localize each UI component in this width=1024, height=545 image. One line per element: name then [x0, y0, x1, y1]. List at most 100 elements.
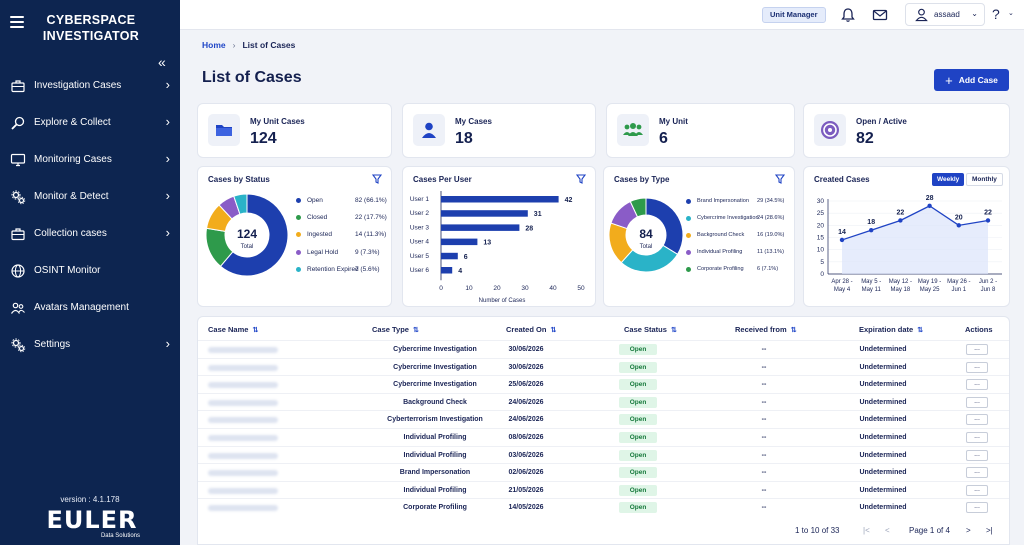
bar[interactable] — [441, 210, 528, 217]
help-icon[interactable]: ? — [992, 6, 1000, 22]
sort-icon[interactable]: ⇅ — [550, 327, 557, 334]
bar[interactable] — [441, 238, 478, 246]
legend-item[interactable]: Brand Impersonation — [686, 198, 749, 204]
sidebar-item-monitor-detect[interactable]: Monitor & Detect › — [0, 178, 180, 215]
table-row[interactable]: Brand Impersonation 02/06/2026 Open -- Undet… — [198, 463, 1009, 481]
legend-item[interactable]: Individual Profiling — [686, 249, 742, 255]
case-name-redacted[interactable] — [208, 364, 278, 371]
column-header[interactable]: Created On ⇅ — [506, 325, 556, 334]
table-row[interactable]: Cybercrime Investigation 25/06/2026 Open --… — [198, 375, 1009, 393]
toggle-weekly[interactable]: Weekly — [932, 173, 965, 186]
bar[interactable] — [441, 196, 559, 203]
row-actions-button[interactable]: ... — [966, 344, 988, 355]
table-row[interactable]: Individual Profiling 21/05/2026 Open -- Unde… — [198, 480, 1009, 499]
sort-icon[interactable]: ⇅ — [790, 327, 797, 334]
table-row[interactable]: Cyberterrorism Investigation 24/06/2026 Op… — [198, 410, 1009, 428]
line-point[interactable] — [839, 237, 845, 243]
mail-icon[interactable] — [872, 7, 888, 23]
table-row[interactable]: Cybercrime Investigation 30/06/2026 Open --… — [198, 340, 1009, 358]
prev-page-button[interactable]: < — [885, 526, 890, 535]
case-name-redacted[interactable] — [208, 505, 278, 512]
line-point[interactable] — [869, 228, 874, 233]
sidebar-item-monitoring-cases[interactable]: Monitoring Cases › — [0, 141, 180, 178]
legend-item[interactable]: Ingested — [296, 231, 332, 238]
last-page-button[interactable]: >| — [986, 526, 993, 535]
donut-slice[interactable] — [629, 197, 647, 218]
row-actions-button[interactable]: ... — [966, 449, 988, 461]
case-name-redacted[interactable] — [208, 487, 278, 494]
row-actions-button[interactable]: ... — [966, 379, 988, 391]
legend-item[interactable]: Legal Hold — [296, 249, 338, 256]
line-point[interactable] — [956, 223, 961, 228]
help-chevron-down-icon[interactable]: ⌄ — [1008, 10, 1014, 17]
filter-icon[interactable] — [372, 174, 382, 184]
sort-icon[interactable]: ⇅ — [412, 327, 419, 334]
legend-item[interactable]: Corporate Profiling — [686, 266, 744, 272]
first-page-button[interactable]: |< — [863, 526, 870, 535]
sidebar-item-collection-cases[interactable]: Collection cases › — [0, 215, 180, 252]
donut-slice[interactable] — [233, 193, 248, 215]
table-row[interactable]: Background Check 24/06/2026 Open -- Undeterm… — [198, 392, 1009, 411]
row-actions-button[interactable]: ... — [966, 502, 988, 514]
legend-item[interactable]: Background Check — [686, 232, 744, 238]
case-name-redacted[interactable] — [208, 399, 278, 406]
column-header[interactable]: Case Type ⇅ — [372, 325, 419, 334]
sort-icon[interactable]: ⇅ — [670, 327, 677, 334]
case-name-redacted[interactable] — [208, 452, 278, 459]
row-actions-button[interactable]: ... — [966, 361, 988, 373]
bar[interactable] — [441, 252, 458, 260]
column-header[interactable]: Expiration date ⇅ — [859, 325, 923, 334]
row-actions-button[interactable]: ... — [966, 396, 988, 408]
case-name-redacted[interactable] — [208, 347, 278, 353]
user-menu[interactable]: assaad ⌄ — [905, 3, 985, 26]
add-case-button[interactable]: + Add Case — [934, 69, 1009, 91]
line-point[interactable] — [927, 203, 932, 209]
role-badge[interactable]: Unit Manager — [762, 7, 826, 23]
donut-slice[interactable] — [219, 193, 289, 277]
chevron-down-icon: ⌄ — [971, 9, 978, 18]
filter-icon[interactable] — [576, 174, 586, 184]
case-name-redacted[interactable] — [208, 470, 278, 477]
line-point[interactable] — [898, 218, 903, 223]
hamburger-menu-icon[interactable] — [10, 16, 24, 28]
column-header[interactable]: Case Name ⇅ — [208, 325, 258, 334]
column-header[interactable]: Received from ⇅ — [735, 325, 797, 334]
table-row[interactable]: Corporate Profiling 14/05/2026 Open -- Undet… — [198, 498, 1009, 516]
breadcrumb-home[interactable]: Home — [202, 40, 226, 50]
table-row[interactable]: Individual Profiling 03/06/2026 Open -- Unde… — [198, 445, 1009, 464]
sidebar-item-explore-collect[interactable]: Explore & Collect › — [0, 104, 180, 141]
stat-card-my-cases[interactable]: My Cases 18 — [402, 103, 596, 158]
next-page-button[interactable]: > — [966, 526, 971, 535]
stat-card-my-unit[interactable]: My Unit 6 — [606, 103, 795, 158]
row-actions-button[interactable]: ... — [966, 484, 988, 496]
row-actions-button[interactable]: ... — [966, 467, 988, 479]
table-row[interactable]: Cybercrime Investigation 30/06/2026 Open --… — [198, 357, 1009, 376]
case-name-redacted[interactable] — [208, 435, 278, 441]
sidebar-item-settings[interactable]: Settings › — [0, 326, 180, 363]
collapse-sidebar-icon[interactable]: « — [158, 54, 166, 70]
sort-icon[interactable]: ⇅ — [252, 327, 259, 334]
row-actions-button[interactable]: ... — [966, 432, 988, 443]
sidebar-item-avatars-management[interactable]: Avatars Management — [0, 289, 180, 326]
toggle-monthly[interactable]: Monthly — [966, 173, 1003, 186]
sort-icon[interactable]: ⇅ — [917, 327, 924, 334]
stat-card-unit-cases[interactable]: My Unit Cases 124 — [197, 103, 392, 158]
stat-card-open-active[interactable]: Open / Active 82 — [803, 103, 1010, 158]
table-row[interactable]: Individual Profiling 08/06/2026 Open -- Unde… — [198, 428, 1009, 446]
bar[interactable] — [441, 267, 453, 274]
legend-item[interactable]: Open — [296, 197, 323, 204]
row-actions-button[interactable]: ... — [966, 414, 988, 426]
bar[interactable] — [441, 224, 520, 231]
case-name-redacted[interactable] — [208, 417, 278, 424]
column-header[interactable]: Case Status ⇅ — [624, 325, 677, 334]
legend-item[interactable]: Cybercrime Investigation — [686, 215, 759, 221]
legend-label: Brand Impersonation — [697, 198, 749, 204]
legend-item[interactable]: Closed — [296, 214, 327, 221]
sidebar-item-investigation-cases[interactable]: Investigation Cases › — [0, 67, 180, 104]
bell-icon[interactable] — [840, 7, 856, 23]
legend-item[interactable]: Retention Expired — [296, 266, 359, 273]
case-name-redacted[interactable] — [208, 382, 278, 389]
sidebar-item-osint-monitor[interactable]: OSINT Monitor — [0, 252, 180, 289]
filter-icon[interactable] — [775, 174, 785, 184]
line-point[interactable] — [985, 218, 991, 223]
